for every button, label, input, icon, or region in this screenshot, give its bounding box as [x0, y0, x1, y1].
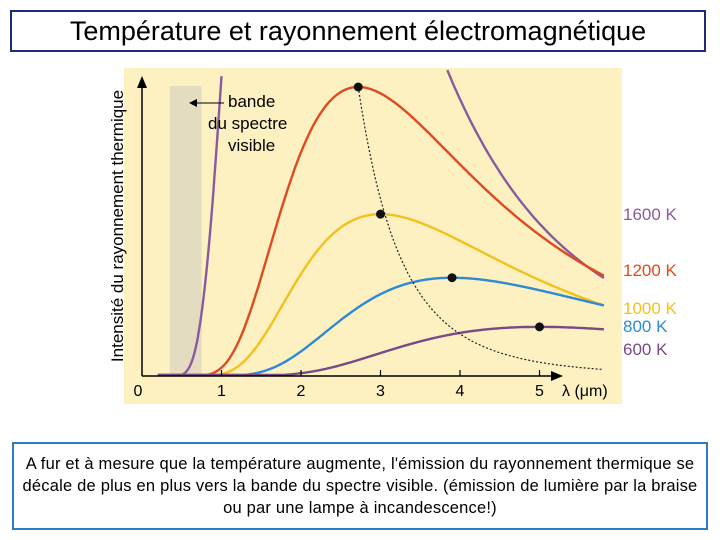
visible-band-label-line-3: visible: [228, 136, 275, 155]
peak-locus-curve: [357, 86, 604, 370]
legend-label: 1000 K: [623, 299, 678, 318]
peak-markers: [353, 82, 544, 332]
y-axis-label: Intensité du rayonnement thermique: [108, 90, 127, 362]
peak-marker: [376, 209, 385, 219]
visible-band-label-line-1: bande: [228, 92, 275, 111]
series-line-600k: [157, 325, 604, 377]
visible-band-label-line-2: du spectre: [208, 114, 287, 133]
x-tick-label: 0: [134, 383, 143, 400]
peak-marker: [353, 82, 363, 92]
legend-label: 1600 K: [623, 205, 678, 224]
visible-band: [169, 86, 202, 376]
legend-label: 600 K: [623, 340, 668, 359]
x-tick-label: 2: [297, 383, 306, 400]
page-title: Température et rayonnement électromagnét…: [10, 10, 706, 52]
x-tick-label: 1: [217, 383, 226, 400]
x-axis-arrow: [551, 371, 563, 381]
peak-marker: [447, 273, 457, 283]
peak-marker: [535, 322, 544, 332]
x-tick-label: 5: [535, 383, 544, 400]
x-tick-label: 4: [456, 383, 465, 400]
y-axis-arrow: [137, 76, 147, 88]
series-line-1200k: [157, 85, 605, 377]
legend-label: 800 K: [623, 317, 668, 336]
x-axis-label: λ (μm): [562, 383, 608, 400]
x-ticks: 0 1 2 3 4 5: [134, 370, 544, 400]
visible-band-label: bande du spectre visible: [208, 92, 292, 155]
x-tick-label: 3: [376, 383, 385, 400]
visible-band-arrow-head: [189, 99, 197, 107]
legend-label: 1200 K: [623, 261, 678, 280]
caption: A fur et à mesure que la température aug…: [12, 442, 708, 530]
